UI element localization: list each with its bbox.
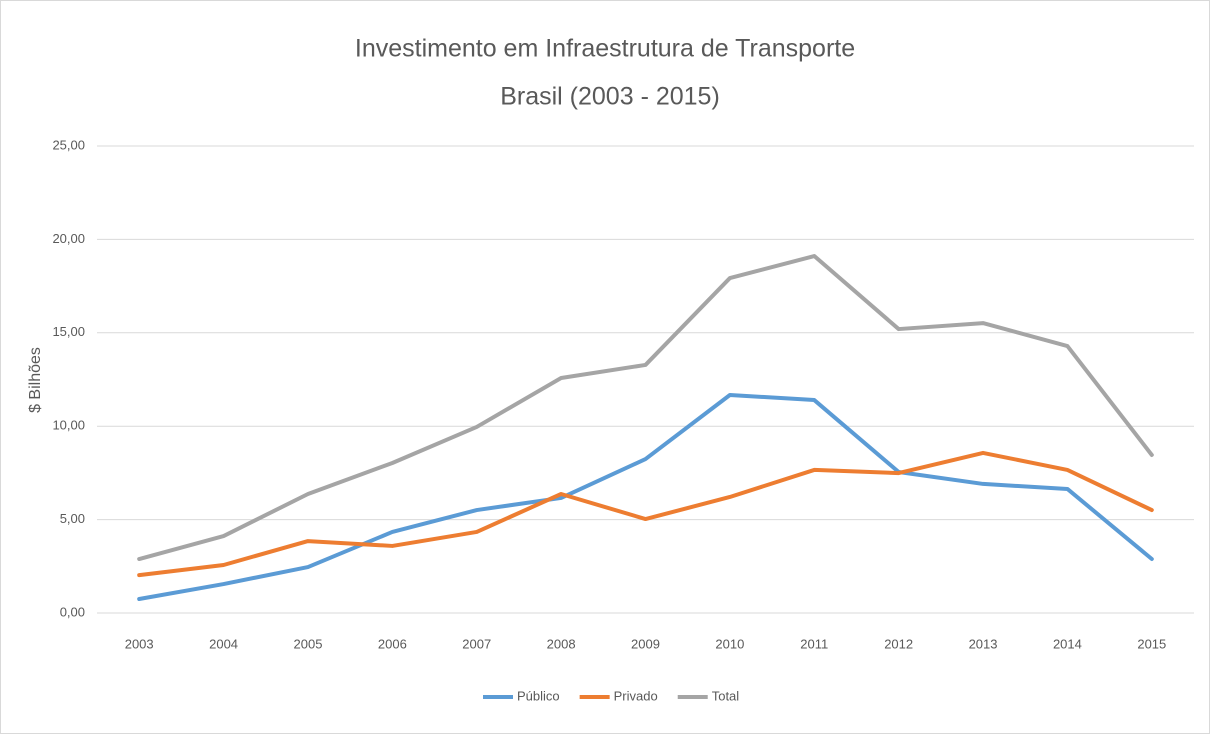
x-tick-label: 2011 xyxy=(800,636,828,651)
x-tick-label: 2013 xyxy=(969,636,998,651)
x-tick-label: 2015 xyxy=(1137,636,1166,651)
legend-label: Público xyxy=(517,688,560,703)
y-tick-label: 0,00 xyxy=(60,604,85,619)
y-axis-label: $ Bilhões xyxy=(27,347,44,413)
y-tick-label: 10,00 xyxy=(52,418,85,433)
x-tick-label: 2009 xyxy=(631,636,660,651)
x-tick-label: 2007 xyxy=(462,636,491,651)
x-tick-label: 2012 xyxy=(884,636,913,651)
series-line xyxy=(137,450,1154,578)
x-tick-label: 2006 xyxy=(378,636,407,651)
x-tick-label: 2008 xyxy=(547,636,576,651)
legend-label: Privado xyxy=(614,688,658,703)
series-line xyxy=(137,254,1154,562)
x-tick-label: 2014 xyxy=(1053,636,1082,651)
chart-title: Investimento em Infraestrutura de Transp… xyxy=(355,35,855,63)
x-tick-label: 2004 xyxy=(209,636,238,651)
chart-subtitle: Brasil (2003 - 2015) xyxy=(500,83,720,111)
y-tick-label: 20,00 xyxy=(52,231,85,246)
y-tick-label: 25,00 xyxy=(52,137,85,152)
series-line xyxy=(137,393,1154,601)
x-tick-label: 2010 xyxy=(715,636,744,651)
y-tick-label: 15,00 xyxy=(52,324,85,339)
x-tick-label: 2003 xyxy=(125,636,154,651)
legend-label: Total xyxy=(712,688,740,703)
x-tick-label: 2005 xyxy=(294,636,323,651)
y-tick-label: 5,00 xyxy=(60,511,85,526)
